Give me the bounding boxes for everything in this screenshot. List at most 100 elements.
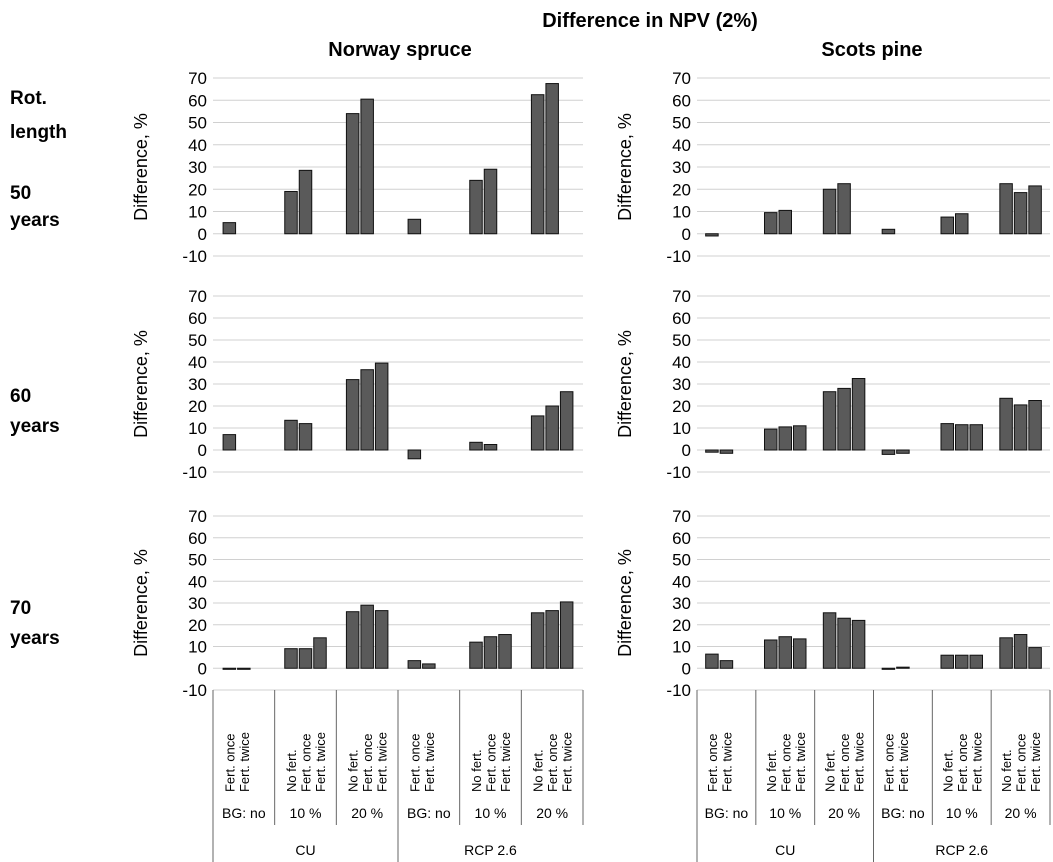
y-tick-label: 30: [188, 375, 207, 394]
bar: [896, 666, 910, 669]
bar: [837, 183, 851, 235]
bar: [851, 619, 866, 669]
bar: [345, 379, 360, 451]
category-label: Fert. once: [881, 733, 896, 792]
bar: [545, 405, 559, 451]
bar: [837, 387, 851, 451]
y-tick-label: 50: [188, 114, 207, 133]
bar: [1013, 404, 1028, 451]
bar: [1028, 400, 1042, 451]
bar: [1013, 192, 1028, 235]
y-tick-label: 40: [672, 353, 691, 372]
bar: [345, 113, 360, 235]
y-tick-label: 20: [672, 180, 691, 199]
y-axis-label: Difference, %: [131, 549, 151, 657]
bar: [298, 169, 313, 235]
y-tick-label: 40: [188, 572, 207, 591]
category-label: No fert.: [346, 749, 361, 792]
y-tick-label: -10: [182, 681, 207, 700]
row-header-line-2: length: [10, 122, 67, 143]
bar: [940, 654, 954, 669]
bar: [822, 188, 837, 235]
bar: [1028, 185, 1042, 235]
y-tick-label: 20: [672, 397, 691, 416]
bar: [407, 660, 422, 669]
bar: [955, 654, 969, 669]
bar: [284, 648, 298, 669]
bar: [407, 449, 422, 460]
category-label: Fert. once: [299, 733, 314, 792]
column-title-scots-pine: Scots pine: [821, 39, 922, 61]
y-tick-label: 60: [672, 529, 691, 548]
bar: [705, 449, 719, 453]
bar: [374, 610, 389, 669]
bar: [483, 636, 498, 669]
panel-scots-pine-row-2: 70 60 50 40 30 20 10 0 -10 Difference, %: [615, 287, 1050, 482]
y-tick-label: 0: [682, 441, 691, 460]
bar: [1013, 634, 1028, 669]
category-label: No fert.: [940, 749, 955, 792]
bar: [222, 434, 237, 451]
y-tick-label: 40: [188, 353, 207, 372]
y-tick-label: 10: [672, 419, 691, 438]
y-tick-label: 30: [188, 158, 207, 177]
y-axis-label: Difference, %: [131, 330, 151, 438]
y-tick-label: 60: [188, 309, 207, 328]
category-label: Fert. once: [484, 733, 499, 792]
category-label: Fert. twice: [896, 732, 911, 792]
category-label: Fert. twice: [313, 732, 328, 792]
bg-level-label: BG: no: [881, 805, 925, 821]
y-tick-label: 50: [672, 331, 691, 350]
bar: [237, 667, 251, 670]
bar: [955, 424, 969, 451]
bar: [764, 428, 778, 451]
category-label: No fert.: [469, 749, 484, 792]
y-tick-label: -10: [666, 247, 691, 266]
bar: [483, 168, 498, 235]
bar: [530, 94, 545, 235]
bg-level-label: BG: no: [222, 805, 266, 821]
category-label: No fert.: [764, 749, 779, 792]
bar: [778, 209, 792, 235]
bar: [705, 233, 719, 237]
bar: [469, 441, 483, 451]
bar: [940, 423, 954, 451]
bg-level-label: 20 %: [1005, 805, 1037, 821]
panel-norway-spruce-row-3: 70 60 50 40 30 20 10 0 -10 Difference, %: [131, 507, 583, 700]
climate-label-rcp: RCP 2.6: [935, 842, 988, 858]
y-tick-label: 0: [198, 225, 207, 244]
category-label: Fert. once: [407, 733, 422, 792]
bg-level-label: 20 %: [351, 805, 383, 821]
bar: [881, 449, 896, 455]
y-tick-label: 70: [188, 69, 207, 88]
category-label: No fert.: [999, 749, 1014, 792]
row-label-70: 70: [10, 598, 31, 619]
y-tick-label: -10: [182, 247, 207, 266]
bar: [545, 83, 559, 235]
climate-label-rcp: RCP 2.6: [464, 842, 517, 858]
bg-level-label: BG: no: [407, 805, 451, 821]
bar: [999, 397, 1013, 451]
y-tick-label: 10: [188, 203, 207, 222]
bar: [374, 362, 389, 451]
category-label: Fert. twice: [422, 732, 437, 792]
bg-level-label: BG: no: [705, 805, 749, 821]
row-label-60: 60: [10, 386, 31, 407]
bar: [498, 634, 512, 669]
bg-level-label: 10 %: [946, 805, 978, 821]
y-tick-label: 30: [188, 594, 207, 613]
bar: [778, 426, 792, 451]
bar: [719, 449, 734, 454]
bar: [360, 98, 374, 235]
category-label: Fert. twice: [560, 732, 575, 792]
column-title-norway-spruce: Norway spruce: [328, 39, 471, 61]
y-tick-label: 70: [672, 287, 691, 306]
y-tick-label: -10: [666, 681, 691, 700]
row-header-line-1: Rot.: [10, 88, 47, 109]
bar: [705, 653, 719, 669]
y-axis-label: Difference, %: [131, 113, 151, 221]
category-label: Fert. twice: [852, 732, 867, 792]
y-tick-label: 0: [198, 441, 207, 460]
category-label: Fert. once: [955, 733, 970, 792]
category-label: Fert. twice: [969, 732, 984, 792]
